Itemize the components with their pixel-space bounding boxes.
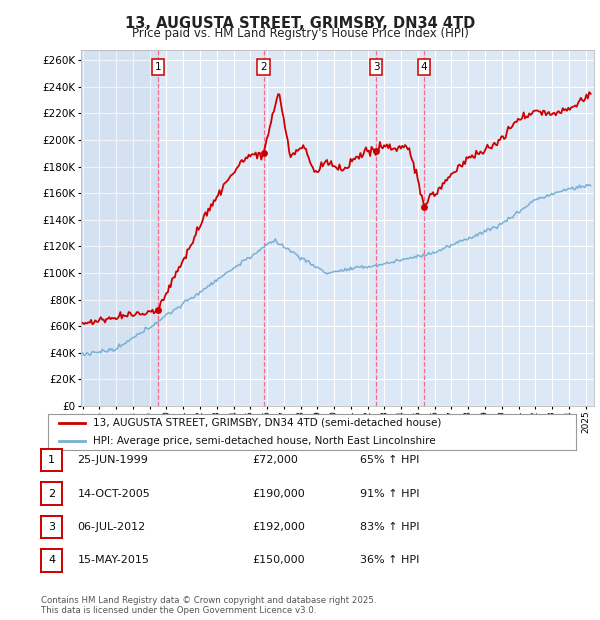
Text: £150,000: £150,000	[252, 556, 305, 565]
Text: HPI: Average price, semi-detached house, North East Lincolnshire: HPI: Average price, semi-detached house,…	[93, 436, 436, 446]
Text: Contains HM Land Registry data © Crown copyright and database right 2025.: Contains HM Land Registry data © Crown c…	[41, 596, 376, 604]
Text: 2: 2	[260, 62, 267, 72]
Text: 15-MAY-2015: 15-MAY-2015	[77, 556, 149, 565]
Text: 06-JUL-2012: 06-JUL-2012	[77, 522, 146, 532]
Text: 3: 3	[48, 522, 55, 532]
Text: Price paid vs. HM Land Registry's House Price Index (HPI): Price paid vs. HM Land Registry's House …	[131, 27, 469, 40]
Text: £190,000: £190,000	[252, 489, 305, 498]
Text: 2: 2	[48, 489, 55, 498]
Text: 3: 3	[373, 62, 380, 72]
Text: £72,000: £72,000	[252, 455, 298, 465]
Text: 1: 1	[48, 455, 55, 465]
Text: 91% ↑ HPI: 91% ↑ HPI	[360, 489, 419, 498]
Text: 83% ↑ HPI: 83% ↑ HPI	[360, 522, 419, 532]
Text: 4: 4	[421, 62, 427, 72]
Text: 36% ↑ HPI: 36% ↑ HPI	[360, 556, 419, 565]
Text: 13, AUGUSTA STREET, GRIMSBY, DN34 4TD: 13, AUGUSTA STREET, GRIMSBY, DN34 4TD	[125, 16, 475, 30]
Text: 13, AUGUSTA STREET, GRIMSBY, DN34 4TD (semi-detached house): 13, AUGUSTA STREET, GRIMSBY, DN34 4TD (s…	[93, 418, 441, 428]
Text: 25-JUN-1999: 25-JUN-1999	[77, 455, 148, 465]
Text: This data is licensed under the Open Government Licence v3.0.: This data is licensed under the Open Gov…	[41, 606, 316, 614]
Text: 4: 4	[48, 556, 55, 565]
Bar	[81, 50, 158, 406]
Text: 65% ↑ HPI: 65% ↑ HPI	[360, 455, 419, 465]
Text: 1: 1	[155, 62, 161, 72]
Text: 14-OCT-2005: 14-OCT-2005	[77, 489, 150, 498]
Text: £192,000: £192,000	[252, 522, 305, 532]
